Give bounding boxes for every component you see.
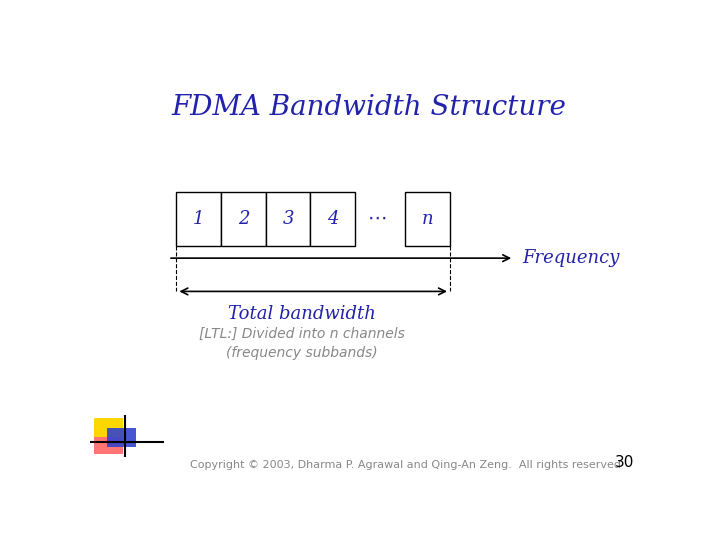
Bar <box>405 192 450 246</box>
Text: ⋯: ⋯ <box>368 209 387 228</box>
Bar <box>176 192 221 246</box>
Text: [LTL:] Divided into n channels
(frequency subbands): [LTL:] Divided into n channels (frequenc… <box>199 327 405 360</box>
Bar <box>310 192 355 246</box>
Text: n: n <box>422 210 433 228</box>
Text: Frequency: Frequency <box>523 249 620 267</box>
Bar <box>94 418 124 437</box>
Text: 1: 1 <box>193 210 204 228</box>
Bar <box>266 192 310 246</box>
Text: FDMA Bandwidth Structure: FDMA Bandwidth Structure <box>171 94 567 121</box>
Bar <box>221 192 266 246</box>
Text: Total bandwidth: Total bandwidth <box>228 305 376 323</box>
Text: 3: 3 <box>282 210 294 228</box>
Text: 4: 4 <box>327 210 338 228</box>
Text: 30: 30 <box>615 455 634 470</box>
Text: Copyright © 2003, Dharma P. Agrawal and Qing-An Zeng.  All rights reserved: Copyright © 2003, Dharma P. Agrawal and … <box>190 460 621 470</box>
Bar <box>94 436 124 454</box>
Bar <box>107 428 136 447</box>
Text: 2: 2 <box>238 210 249 228</box>
